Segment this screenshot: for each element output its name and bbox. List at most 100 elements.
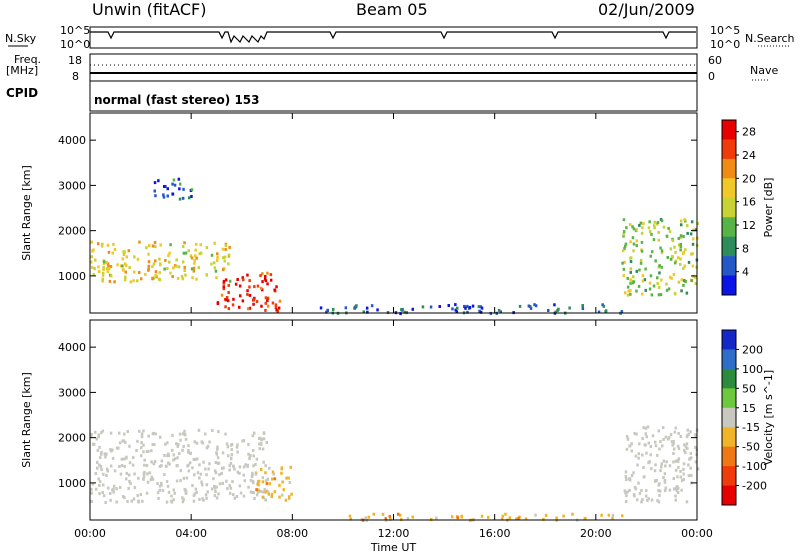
velocity-cell: [248, 456, 251, 460]
freq-unit-label: [MHz]: [6, 64, 39, 77]
velocity-colorbar-label: 15: [742, 402, 756, 415]
power-colorbar-title: Power [dB]: [762, 178, 775, 238]
velocity-cell: [663, 480, 667, 484]
velocity-cell: [684, 451, 687, 454]
power-cell: [479, 310, 483, 314]
power-cell: [480, 306, 484, 310]
power-cell: [101, 273, 105, 277]
velocity-cell: [112, 484, 116, 488]
power-cell: [236, 278, 239, 281]
velocity-cell: [192, 499, 196, 503]
velocity-cell: [264, 490, 267, 494]
velocity-cell: [149, 478, 153, 482]
velocity-cell: [185, 476, 189, 480]
velocity-cell: [288, 495, 291, 499]
power-cell: [133, 270, 136, 274]
velocity-cell: [242, 439, 246, 443]
power-cell: [169, 271, 172, 275]
velocity-colorbar-segment: [722, 407, 736, 428]
velocity-cell: [140, 441, 143, 445]
velocity-cell: [160, 459, 164, 463]
velocity-cell: [214, 490, 217, 493]
power-cell: [193, 258, 196, 262]
velocity-cell: [651, 434, 655, 438]
velocity-cell: [682, 472, 685, 476]
velocity-cell: [686, 447, 689, 451]
power-cell: [163, 267, 166, 271]
velocity-cell: [668, 464, 672, 468]
velocity-cell: [198, 497, 201, 501]
velocity-cell: [675, 489, 679, 493]
power-cell: [154, 259, 157, 263]
power-cell: [122, 253, 126, 257]
velocity-cell: [182, 498, 185, 501]
velocity-cell: [288, 481, 291, 484]
velocity-cell: [654, 440, 657, 444]
power-cell: [632, 249, 635, 253]
power-cell: [136, 257, 140, 261]
velocity-cell: [99, 465, 103, 468]
velocity-colorbar-label: -50: [742, 441, 760, 454]
velocity-cell: [644, 494, 648, 498]
velocity-cell: [100, 431, 103, 435]
power-cell: [679, 248, 682, 252]
date-title: 02/Jun/2009: [598, 0, 695, 19]
velocity-cell: [664, 464, 667, 468]
power-cell: [659, 246, 662, 250]
power-cell: [167, 253, 170, 257]
velocity-cell: [238, 471, 241, 475]
power-cell: [195, 256, 198, 260]
velocity-cell: [257, 437, 261, 440]
power-cell: [638, 223, 641, 227]
velocity-cell: [659, 440, 662, 444]
power-cell: [623, 247, 626, 251]
power-cell: [692, 275, 695, 278]
velocity-cell: [238, 484, 242, 488]
velocity-cell: [644, 426, 648, 430]
power-cell: [682, 266, 685, 270]
velocity-cell: [658, 489, 662, 493]
nave-tick-top: 60: [708, 54, 722, 67]
velocity-cell: [663, 479, 667, 482]
velocity-cell: [242, 494, 246, 498]
velocity-cell: [683, 448, 686, 452]
velocity-cell: [166, 484, 170, 488]
power-cell: [110, 274, 113, 278]
power-cell: [255, 300, 259, 303]
velocity-cell: [96, 460, 99, 464]
power-cell: [652, 238, 656, 242]
velocity-cell: [218, 473, 221, 477]
power-cell: [421, 305, 425, 309]
power-colorbar-segment: [722, 256, 736, 277]
velocity-colorbar-segment: [722, 368, 736, 389]
power-cell: [653, 226, 656, 230]
velocity-cell: [231, 480, 234, 484]
nsky-tick-bottom: 10^0: [60, 38, 91, 51]
power-cell: [696, 222, 699, 225]
velocity-cell: [202, 498, 205, 502]
velocity-cell: [195, 490, 198, 494]
velocity-cell: [687, 463, 690, 467]
velocity-cell: [104, 501, 107, 504]
power-cell: [93, 267, 96, 271]
power-cell: [673, 291, 677, 295]
velocity-cell: [675, 485, 678, 489]
velocity-cell: [624, 491, 627, 495]
velocity-cell: [133, 486, 137, 490]
power-cell: [169, 243, 172, 247]
velocity-cell: [226, 445, 230, 449]
power-cell: [177, 265, 181, 269]
velocity-cell: [127, 486, 130, 490]
velocity-cell: [211, 429, 214, 432]
velocity-cell: [251, 471, 254, 475]
power-cell: [662, 225, 666, 229]
power-cell: [172, 266, 175, 270]
velocity-cell: [630, 449, 633, 453]
velocity-cell: [121, 495, 125, 498]
power-cell: [241, 276, 244, 280]
velocity-cell: [555, 516, 558, 520]
power-cell: [547, 309, 550, 312]
velocity-cell: [193, 473, 196, 477]
velocity-cell: [115, 487, 118, 491]
